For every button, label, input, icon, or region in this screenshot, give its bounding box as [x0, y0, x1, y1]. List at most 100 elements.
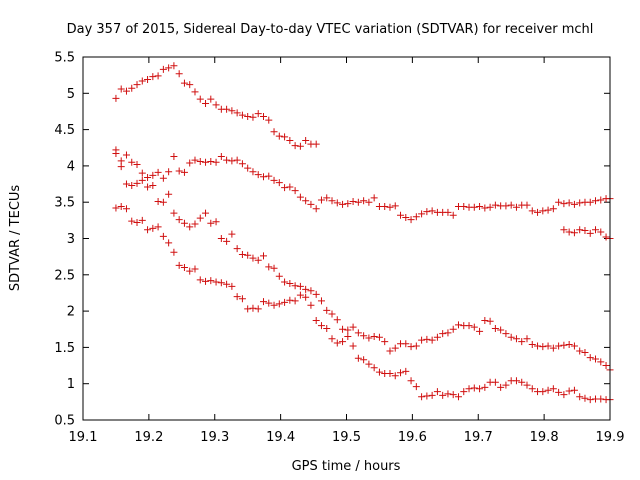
data-point — [138, 176, 146, 184]
y-axis-ticks: 0.5 1 1.5 2 2.5 3 3.5 4 4.5 5 5.5 — [54, 51, 610, 429]
data-point — [154, 168, 162, 176]
data-point — [302, 136, 310, 144]
data-point — [423, 208, 431, 216]
data-point — [170, 248, 178, 256]
data-point — [302, 293, 310, 301]
data-point — [202, 158, 210, 166]
data-point — [539, 388, 547, 396]
data-point — [122, 87, 130, 95]
data-point — [244, 305, 252, 313]
data-point — [212, 278, 220, 286]
data-point — [428, 207, 436, 215]
data-point — [323, 325, 331, 333]
data-point — [444, 329, 452, 337]
data-point — [565, 340, 573, 348]
data-point — [244, 164, 252, 172]
series-satellite-a — [112, 62, 320, 150]
data-point — [470, 203, 478, 211]
data-point — [323, 306, 331, 314]
data-point — [196, 95, 204, 103]
data-point — [254, 171, 262, 179]
data-point — [555, 198, 563, 206]
data-point — [497, 383, 505, 391]
data-point — [581, 394, 589, 402]
data-point — [281, 278, 289, 286]
data-point — [165, 168, 173, 176]
data-point — [354, 329, 362, 337]
data-point — [465, 385, 473, 393]
x-axis-label: GPS time / hours — [292, 459, 401, 474]
data-point — [165, 64, 173, 72]
data-point — [512, 335, 520, 343]
data-point — [286, 136, 294, 144]
x-axis-ticks: 19.1 19.2 19.3 19.4 19.5 19.6 19.7 19.8 19.9 — [69, 57, 624, 445]
data-point — [539, 343, 547, 351]
data-point — [576, 199, 584, 207]
data-point — [175, 167, 183, 175]
data-point — [391, 344, 399, 352]
data-point — [449, 211, 457, 219]
data-point — [523, 201, 531, 209]
x-tick-label: 19.6 — [398, 430, 427, 445]
data-point — [397, 369, 405, 377]
data-point — [291, 187, 299, 195]
data-point — [238, 295, 246, 303]
data-point — [586, 396, 594, 404]
data-point — [207, 158, 215, 166]
data-point — [497, 326, 505, 334]
data-point — [476, 203, 484, 211]
data-point — [418, 210, 426, 218]
data-point — [202, 277, 210, 285]
data-point — [223, 105, 231, 113]
data-point — [423, 392, 431, 400]
data-point — [128, 84, 136, 92]
x-tick-label: 19.1 — [69, 430, 98, 445]
data-point — [138, 216, 146, 224]
data-point — [238, 250, 246, 258]
data-point — [233, 293, 241, 301]
data-point — [597, 228, 605, 236]
data-point — [259, 252, 267, 260]
data-point — [217, 235, 225, 242]
data-point — [159, 232, 167, 240]
data-point — [534, 342, 542, 350]
data-point — [249, 254, 257, 262]
plot-frame — [82, 56, 611, 421]
data-point — [386, 347, 394, 355]
data-point — [175, 261, 183, 269]
data-point — [186, 81, 194, 89]
data-point — [412, 383, 420, 391]
data-point — [281, 133, 289, 141]
data-point — [518, 338, 526, 346]
series-satellite-d — [112, 203, 614, 404]
data-point — [476, 327, 484, 335]
data-point — [112, 94, 120, 102]
data-point — [597, 358, 605, 366]
data-point — [291, 297, 299, 305]
data-point — [154, 72, 162, 80]
data-point — [544, 386, 552, 394]
data-point — [233, 156, 241, 164]
data-point — [407, 377, 415, 385]
data-point — [217, 279, 225, 287]
data-point — [186, 267, 194, 275]
y-tick-label: 5 — [67, 87, 75, 102]
x-tick-label: 19.4 — [266, 430, 295, 445]
data-point — [370, 364, 378, 372]
y-tick-label: 1 — [67, 377, 75, 392]
data-point — [333, 339, 341, 347]
data-point — [512, 203, 520, 211]
data-point — [196, 158, 204, 166]
data-point — [507, 333, 515, 341]
data-point — [565, 387, 573, 395]
data-point — [412, 342, 420, 350]
data-point — [265, 263, 273, 271]
data-point — [476, 385, 484, 393]
data-point — [444, 390, 452, 398]
data-point — [228, 282, 236, 290]
data-point — [207, 219, 215, 227]
data-point — [581, 227, 589, 235]
data-point — [570, 200, 578, 208]
data-point — [296, 193, 304, 201]
data-point — [433, 333, 441, 341]
